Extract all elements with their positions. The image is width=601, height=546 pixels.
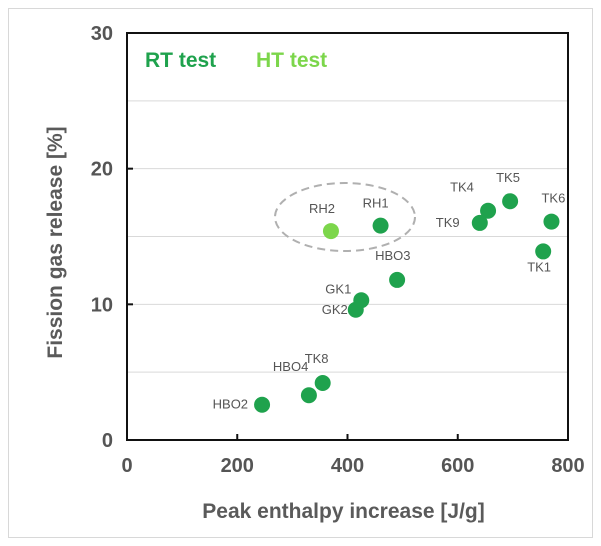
- data-point-tk4: [480, 202, 497, 219]
- point-label-tk1: TK1: [527, 259, 551, 274]
- x-tick-label: 0: [121, 455, 132, 477]
- y-tick-label: 20: [91, 159, 113, 181]
- data-point-hbo4: [300, 387, 317, 404]
- data-point-tk1: [535, 243, 552, 260]
- x-axis-title: Peak enthalpy increase [J/g]: [202, 500, 484, 523]
- x-tick-label: 200: [221, 455, 254, 477]
- point-label-tk5: TK5: [496, 170, 520, 185]
- data-point-gk1: [353, 292, 370, 309]
- x-axis-ticks: 0 200 400 600 800: [121, 434, 585, 477]
- x-tick-label: 400: [331, 455, 364, 477]
- point-label-hbo2: HBO2: [213, 397, 248, 412]
- data-points: [254, 193, 560, 413]
- data-point-hbo3: [389, 271, 406, 288]
- gridlines: [127, 100, 568, 373]
- point-label-tk8: TK8: [305, 351, 329, 366]
- data-point-tk5: [502, 193, 519, 210]
- y-tick-label: 10: [91, 294, 113, 316]
- point-label-rh2: RH2: [309, 201, 335, 216]
- point-label-hbo4: HBO4: [273, 359, 308, 374]
- y-axis-title: Fission gas release [%]: [44, 126, 67, 358]
- data-point-rh1: [372, 217, 389, 234]
- highlight-ellipse: [274, 182, 416, 252]
- legend-entry-rt-test: RT test: [145, 49, 216, 72]
- point-label-gk1: GK1: [325, 281, 351, 296]
- x-tick-label: 800: [551, 455, 584, 477]
- data-point-rh2: [322, 223, 339, 240]
- data-point-tk8: [314, 375, 331, 392]
- data-point-hbo2: [254, 396, 271, 413]
- point-label-rh1: RH1: [363, 196, 389, 211]
- data-point-tk9: [471, 214, 488, 231]
- point-label-hbo3: HBO3: [375, 248, 410, 263]
- legend-entry-ht-test: HT test: [256, 49, 327, 72]
- point-label-gk2: GK2: [322, 302, 348, 317]
- y-tick-label: 30: [91, 23, 113, 45]
- y-axis-ticks: 0 10 20 30: [91, 23, 133, 452]
- legend: RT test HT test: [145, 49, 327, 72]
- point-label-tk6: TK6: [541, 191, 565, 206]
- chart-frame: [8, 8, 593, 538]
- y-tick-label: 0: [102, 430, 113, 452]
- point-label-tk9: TK9: [436, 215, 460, 230]
- x-tick-label: 600: [441, 455, 474, 477]
- data-point-tk6: [543, 213, 560, 230]
- point-label-tk4: TK4: [450, 180, 474, 195]
